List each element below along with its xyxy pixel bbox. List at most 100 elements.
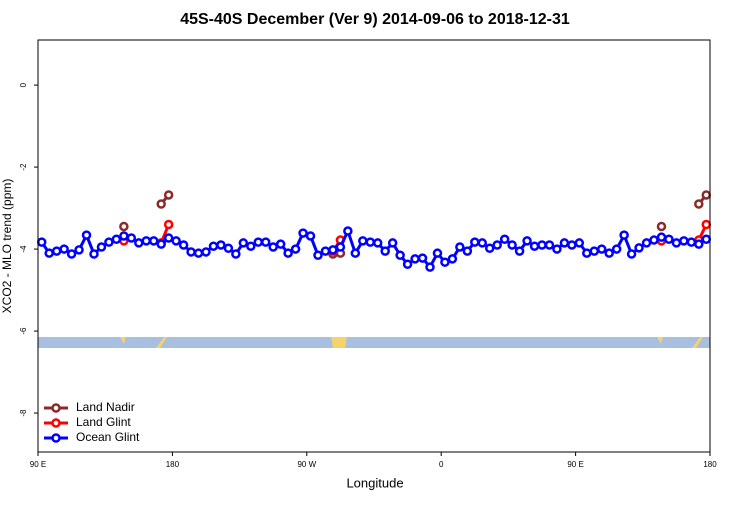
- point: [671, 238, 682, 248]
- point: [701, 190, 712, 200]
- point: [701, 234, 712, 244]
- legend-marker: [51, 403, 61, 413]
- x-tick-label: 90 W: [297, 460, 316, 469]
- point: [380, 246, 390, 256]
- point: [589, 246, 600, 256]
- point: [148, 236, 159, 246]
- point: [119, 231, 129, 241]
- y-tick-label: -4: [19, 245, 28, 253]
- point: [425, 262, 435, 272]
- point: [156, 199, 166, 209]
- point: [387, 238, 398, 248]
- y-tick-label: -6: [19, 327, 28, 335]
- point: [141, 236, 152, 246]
- point: [417, 253, 428, 263]
- point: [694, 199, 704, 209]
- point: [365, 237, 376, 247]
- surface-strip: [38, 337, 710, 348]
- point: [350, 248, 361, 258]
- plot-frame: [37, 39, 711, 453]
- point: [402, 259, 413, 269]
- point: [477, 238, 488, 248]
- point: [664, 234, 674, 244]
- point: [156, 239, 166, 249]
- point: [372, 238, 383, 248]
- point: [201, 247, 211, 257]
- point: [335, 242, 346, 252]
- point: [268, 242, 278, 252]
- point: [171, 236, 181, 246]
- point: [552, 244, 562, 254]
- point: [163, 233, 174, 243]
- point: [96, 242, 107, 252]
- point: [238, 238, 249, 248]
- point: [694, 239, 704, 249]
- point: [604, 248, 614, 258]
- point: [260, 237, 271, 247]
- point: [74, 245, 84, 255]
- y-axis-label: XCO2 - MLO trend (ppm): [0, 179, 14, 314]
- point: [507, 240, 517, 250]
- y-tick-label: -2: [19, 163, 28, 171]
- point: [559, 238, 570, 248]
- point: [656, 232, 667, 242]
- point: [36, 237, 47, 247]
- point: [193, 248, 204, 258]
- x-tick-label: 90 E: [567, 460, 583, 469]
- point: [470, 237, 480, 247]
- point: [522, 236, 532, 246]
- x-axis-label: Longitude: [346, 475, 403, 490]
- point: [186, 247, 196, 257]
- point: [104, 237, 114, 247]
- point: [313, 250, 323, 260]
- point: [51, 246, 62, 256]
- point: [253, 237, 264, 247]
- x-tick-label: 0: [439, 460, 444, 469]
- point: [126, 233, 137, 243]
- point: [66, 249, 77, 259]
- x-tick-label: 90 E: [30, 460, 46, 469]
- legend-marker: [51, 433, 61, 443]
- point: [208, 241, 219, 251]
- point: [59, 244, 69, 254]
- y-tick-label: 0: [19, 82, 28, 87]
- point: [163, 190, 174, 200]
- point: [679, 236, 689, 246]
- chart-title: 45S-40S December (Ver 9) 2014-09-06 to 2…: [180, 11, 570, 28]
- point: [395, 250, 405, 260]
- x-tick-label: 180: [166, 460, 180, 469]
- legend-label: Land Nadir: [76, 400, 135, 414]
- point: [582, 248, 592, 258]
- point: [231, 249, 241, 259]
- y-tick-label: -8: [19, 409, 28, 417]
- point: [447, 254, 458, 264]
- point: [305, 231, 316, 241]
- point: [574, 238, 585, 248]
- point: [462, 246, 473, 256]
- point: [656, 221, 667, 232]
- point: [410, 254, 420, 264]
- point: [499, 234, 510, 244]
- point: [246, 241, 256, 251]
- point: [223, 243, 234, 254]
- point: [686, 237, 697, 247]
- point: [283, 248, 293, 258]
- point: [44, 248, 54, 258]
- point: [649, 235, 659, 245]
- point: [484, 243, 495, 254]
- point: [634, 243, 644, 253]
- legend-label: Ocean Glint: [76, 430, 140, 444]
- point: [178, 240, 189, 250]
- point: [529, 241, 540, 251]
- point: [119, 221, 129, 232]
- point: [320, 246, 331, 256]
- point: [343, 226, 353, 236]
- point: [626, 249, 637, 259]
- point: [111, 234, 122, 244]
- plot-area: [36, 190, 712, 272]
- point: [537, 240, 547, 250]
- point: [641, 238, 652, 248]
